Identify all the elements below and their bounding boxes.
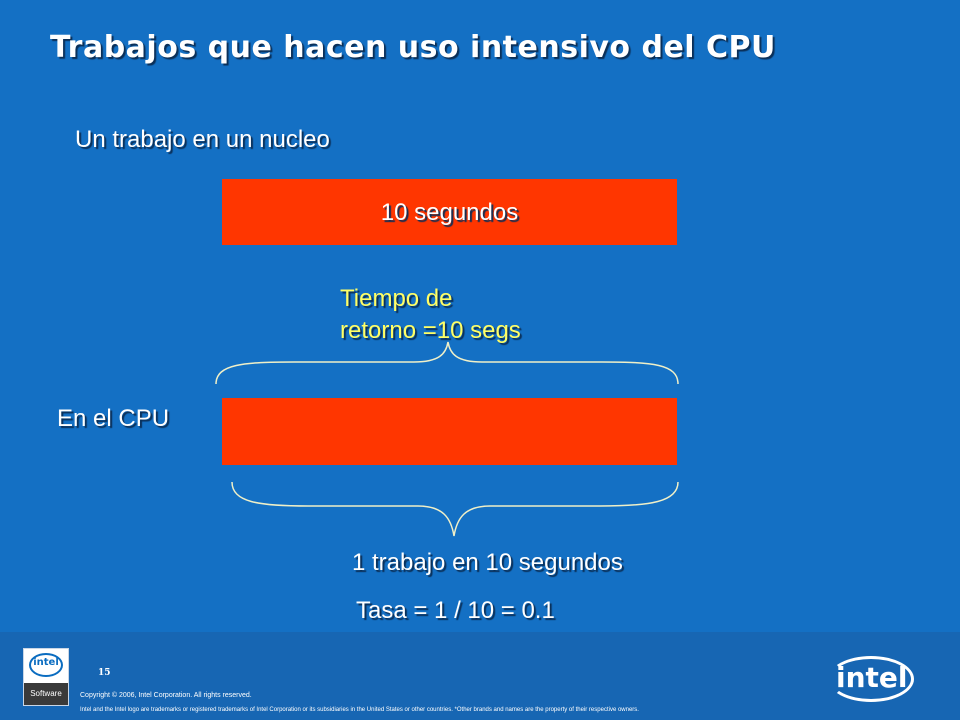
intel-ring-icon xyxy=(29,653,63,677)
page-number: 15 xyxy=(98,668,111,678)
throughput-brace xyxy=(231,481,679,537)
single-core-label: Un trabajo en un nucleo xyxy=(75,126,330,153)
turnaround-label-line1: Tiempo de xyxy=(340,285,453,312)
footer-bar xyxy=(0,632,960,720)
slide-title: Trabajos que hacen uso intensivo del CPU xyxy=(50,30,776,65)
single-job-bar-label: 10 segundos xyxy=(380,199,519,226)
turnaround-label-line2: retorno =10 segs xyxy=(340,317,521,344)
software-logo-text: Software xyxy=(24,683,68,705)
slide-canvas xyxy=(0,0,960,632)
intel-logo-ring-icon xyxy=(828,656,914,702)
copyright-text: Copyright © 2006, Intel Corporation. All… xyxy=(80,692,252,699)
software-logo-intel-text: intel xyxy=(33,657,59,668)
intel-logo-text: intel xyxy=(836,661,908,694)
turnaround-brace xyxy=(215,341,679,385)
cpu-label: En el CPU xyxy=(57,405,170,432)
intel-software-logo: intel Software xyxy=(23,648,69,706)
trademark-text: Intel and the Intel logo are trademarks … xyxy=(80,707,639,713)
rate-label: Tasa = 1 / 10 = 0.1 xyxy=(356,597,555,624)
jobs-label: 1 trabajo en 10 segundos xyxy=(352,549,623,576)
intel-logo: intel xyxy=(826,652,918,704)
single-job-bar: 10 segundos xyxy=(222,179,677,245)
cpu-job-bar xyxy=(222,398,677,465)
